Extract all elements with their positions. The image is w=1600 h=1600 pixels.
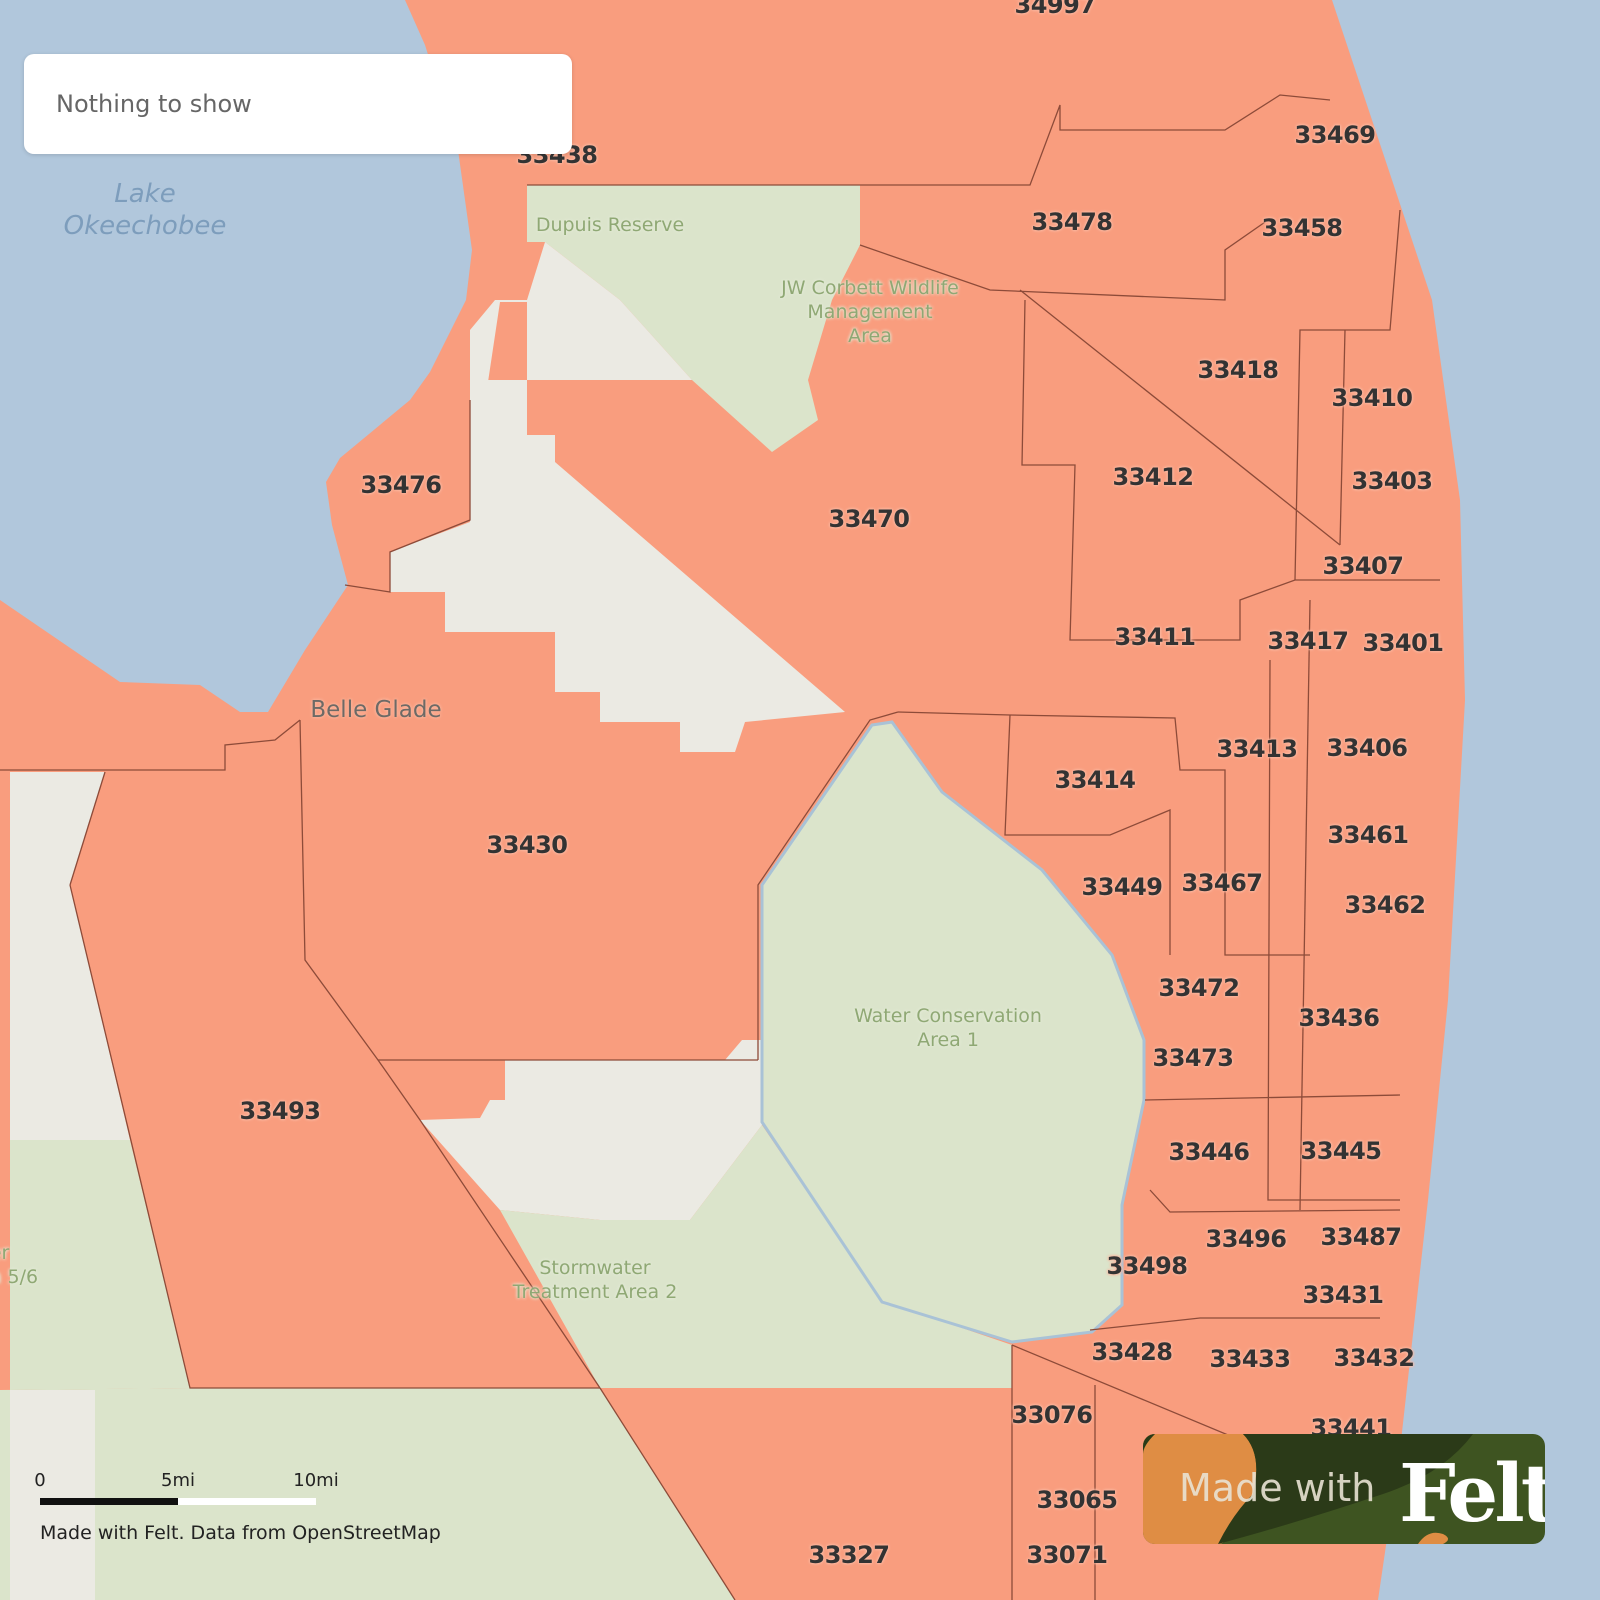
place-label: Dupuis Reserve <box>535 214 685 236</box>
zip-label: 33445 <box>1300 1137 1383 1165</box>
scale-tick: 10mi <box>293 1470 339 1491</box>
place-label: Stormwater Treatment Area 2 <box>512 1257 678 1303</box>
place-label: Water Conservation Area 1 <box>854 1005 1042 1051</box>
zip-label: 33446 <box>1168 1138 1251 1166</box>
lake-okeechobee <box>0 0 472 712</box>
zip-label: 33327 <box>808 1541 891 1569</box>
zip-label: 33493 <box>239 1097 322 1125</box>
zip-label: 33449 <box>1081 873 1164 901</box>
zip-label: 33473 <box>1152 1044 1235 1072</box>
zip-label: 33406 <box>1326 734 1409 762</box>
park-area <box>0 1388 735 1600</box>
zip-label: 33414 <box>1054 766 1137 794</box>
zip-label: 33458 <box>1261 214 1344 242</box>
ocean <box>1332 0 1600 1600</box>
zip-label: 33496 <box>1205 1225 1288 1253</box>
felt-logo: Felt <box>1399 1446 1545 1540</box>
park-area <box>10 1140 190 1390</box>
empty-message: Nothing to show <box>56 90 252 118</box>
zip-label: 33065 <box>1036 1486 1119 1514</box>
zip-label: 33498 <box>1106 1252 1189 1280</box>
made-with-text: Made with <box>1179 1466 1376 1510</box>
zip-boundaries <box>0 94 1440 1600</box>
zip-label: 33076 <box>1011 1401 1094 1429</box>
attribution: Made with Felt. Data from OpenStreetMap <box>40 1522 441 1544</box>
scale-segment <box>40 1498 178 1505</box>
land-area <box>470 242 692 382</box>
zip-label: 33432 <box>1333 1344 1416 1372</box>
land-area <box>10 772 130 1140</box>
scale-tick: 0 <box>34 1470 46 1491</box>
scale-segment <box>178 1498 316 1505</box>
zip-label: 33407 <box>1322 552 1405 580</box>
zip-label: 33403 <box>1351 467 1434 495</box>
town-label: Belle Glade <box>310 697 442 723</box>
scale-bar: 0 5mi 10mi <box>34 1470 339 1510</box>
land-area <box>420 1040 762 1220</box>
zip-label: 33428 <box>1091 1338 1174 1366</box>
made-with-felt-badge[interactable]: Made with Felt <box>1143 1434 1545 1544</box>
zip-label: 33461 <box>1327 821 1410 849</box>
place-label: JW Corbett Wildlife Management Area <box>781 277 959 347</box>
search-results-panel[interactable]: Nothing to show <box>24 54 572 154</box>
zip-label: 33433 <box>1209 1345 1292 1373</box>
zip-label: 33401 <box>1362 629 1445 657</box>
zip-label: 33417 <box>1267 627 1350 655</box>
zip-label: 33476 <box>360 471 443 499</box>
zip-label: 33478 <box>1031 208 1114 236</box>
zip-label: 33467 <box>1181 869 1264 897</box>
zip-label: 33071 <box>1026 1541 1109 1569</box>
zip-label: 33413 <box>1216 735 1299 763</box>
zip-label: 33487 <box>1320 1223 1403 1251</box>
scale-tick: 5mi <box>161 1470 195 1491</box>
zip-label: 33412 <box>1112 463 1195 491</box>
zip-label: 33462 <box>1344 891 1427 919</box>
zip-label: 33436 <box>1298 1004 1381 1032</box>
zip-label: 34997 <box>1014 0 1097 19</box>
zip-label: 33472 <box>1158 974 1241 1002</box>
park-area <box>760 720 1146 1344</box>
park-area <box>500 1125 1012 1388</box>
place-label: er a 5/6 <box>0 1242 39 1288</box>
land-area <box>10 1390 95 1600</box>
badge-camo-pattern <box>1143 1434 1473 1544</box>
zip-label: 33431 <box>1302 1281 1385 1309</box>
zip-label: 33418 <box>1197 356 1280 384</box>
zip-label: 33430 <box>486 831 569 859</box>
zip-label: 33411 <box>1114 623 1197 651</box>
zip-label: 33470 <box>828 505 911 533</box>
zip-label: 33410 <box>1331 384 1414 412</box>
land-area <box>390 380 845 752</box>
water-label: Lake Okeechobee <box>63 179 227 241</box>
zip-label: 33469 <box>1294 121 1377 149</box>
park-area <box>527 185 860 452</box>
